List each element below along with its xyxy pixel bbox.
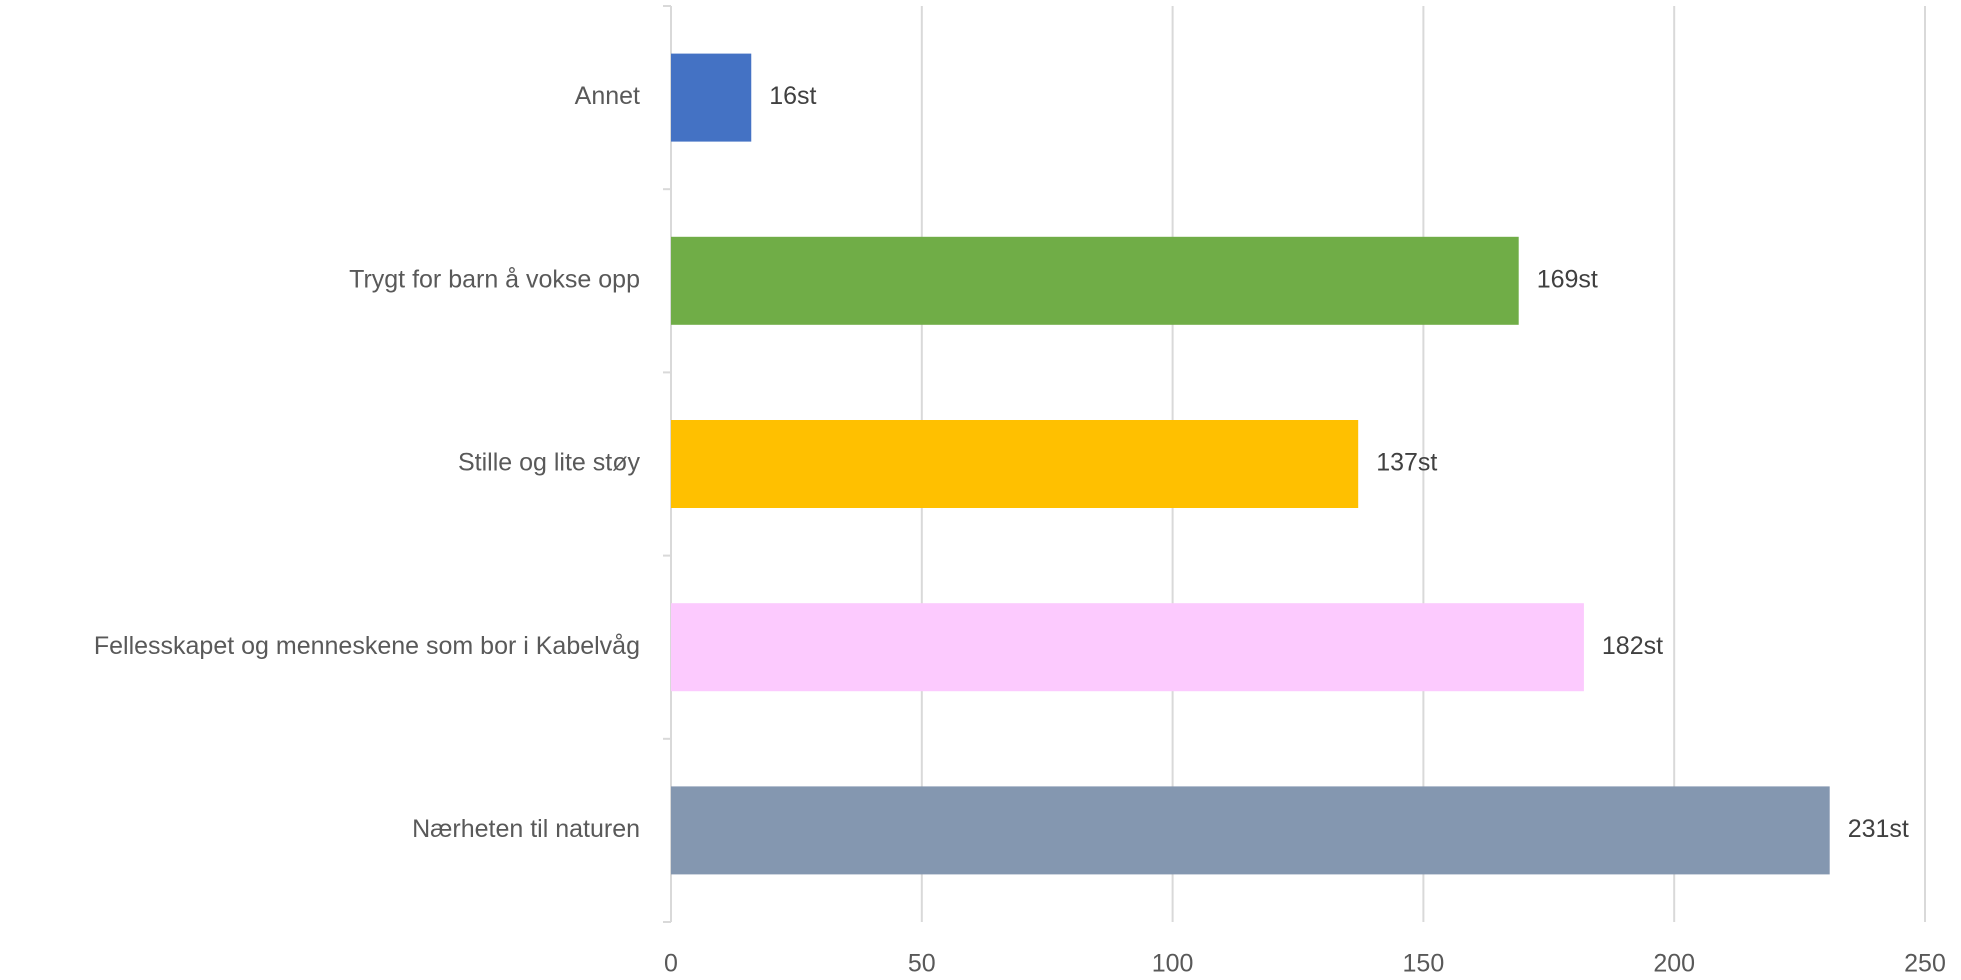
y-tick-label: Trygt for barn å vokse opp	[349, 265, 640, 293]
bar	[671, 603, 1584, 692]
x-tick-label: 200	[1653, 950, 1695, 978]
value-label: 231st	[1848, 815, 1909, 843]
bar	[671, 236, 1519, 325]
bar	[671, 420, 1359, 508]
y-tick-label: Fellesskapet og menneskene som bor i Kab…	[94, 632, 640, 660]
x-tick-label: 50	[908, 950, 936, 978]
value-label: 169st	[1537, 265, 1598, 293]
x-tick-label: 0	[664, 950, 678, 978]
x-tick-label: 150	[1403, 950, 1445, 978]
value-label: 137st	[1376, 449, 1437, 477]
value-label: 182st	[1602, 632, 1663, 660]
bar	[671, 53, 752, 142]
x-tick-label: 250	[1904, 950, 1946, 978]
y-tick-label: Nærheten til naturen	[412, 815, 640, 843]
y-tick-label: Annet	[575, 82, 640, 110]
bar	[671, 786, 1830, 875]
y-tick-label: Stille og lite støy	[458, 449, 641, 477]
value-label: 16st	[769, 82, 816, 110]
x-tick-label: 100	[1152, 950, 1194, 978]
